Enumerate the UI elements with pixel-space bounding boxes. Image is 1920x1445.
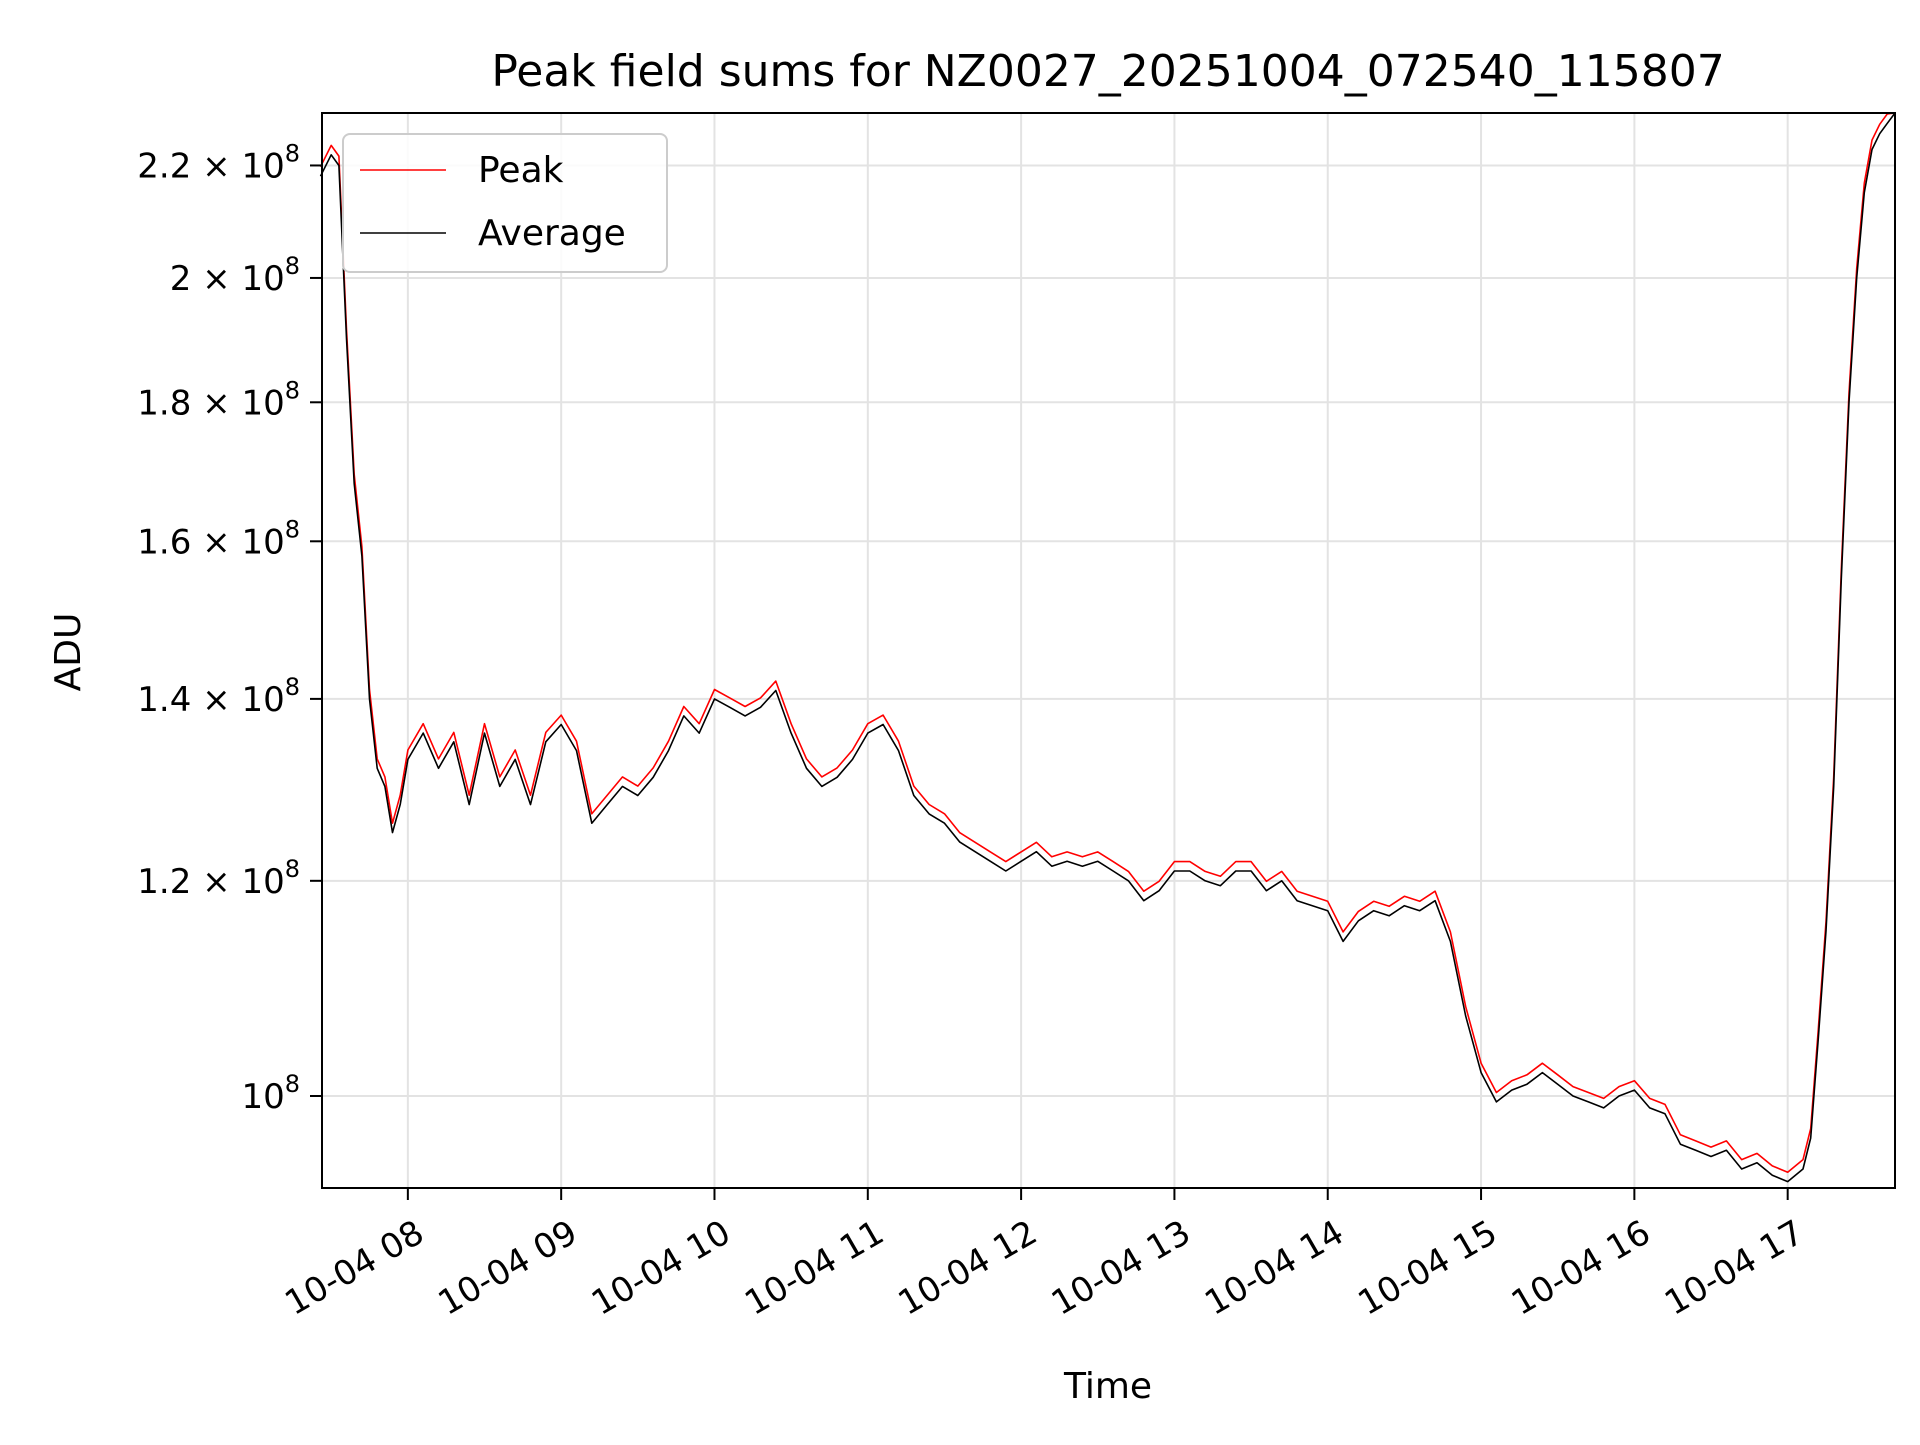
y-tick-exponent: 8 xyxy=(285,855,300,883)
legend-average-label: Average xyxy=(478,213,626,254)
y-tick-exponent: 8 xyxy=(285,252,300,280)
y-tick-mantissa: 2.2 xyxy=(137,146,191,186)
x-axis-label: Time xyxy=(1063,1366,1152,1407)
y-tick-exponent: 8 xyxy=(285,515,300,543)
y-tick-exponent: 8 xyxy=(285,139,300,167)
series-line-average xyxy=(319,112,1896,1183)
chart-title: Peak field sums for NZ0027_20251004_0725… xyxy=(491,46,1724,97)
y-tick-exponent: 8 xyxy=(285,1070,300,1098)
y-tick-mantissa: 2 xyxy=(170,259,192,299)
y-tick-base: 10 xyxy=(241,680,284,720)
y-axis-label: ADU xyxy=(48,613,89,692)
y-tick-base: 10 xyxy=(241,259,284,299)
legend-peak-label: Peak xyxy=(478,150,564,191)
legend: Peak Average xyxy=(342,133,668,273)
y-tick-base: 10 xyxy=(241,383,284,423)
y-tick-times: × xyxy=(191,259,241,299)
plot-frame xyxy=(321,112,1896,1189)
y-tick-times: × xyxy=(191,680,241,720)
series-layer xyxy=(319,112,1896,1183)
y-tick-times: × xyxy=(191,383,241,423)
y-tick-label: 2 × 108 xyxy=(170,252,300,299)
y-tick-mantissa: 1.6 xyxy=(137,522,191,562)
y-tick-base: 10 xyxy=(241,862,284,902)
grid xyxy=(322,113,1895,1188)
y-tick-base: 10 xyxy=(241,146,284,186)
y-tick-label: 1.4 × 108 xyxy=(137,673,300,720)
y-tick-label: 108 xyxy=(241,1070,300,1117)
y-tick-base: 10 xyxy=(241,522,284,562)
y-tick-times: × xyxy=(191,862,241,902)
series-line-peak xyxy=(319,112,1896,1173)
y-tick-times: × xyxy=(191,146,241,186)
y-tick-times: × xyxy=(191,522,241,562)
y-tick-label: 1.6 × 108 xyxy=(137,515,300,562)
y-tick-label: 2.2 × 108 xyxy=(137,139,300,186)
legend-box xyxy=(342,133,668,273)
y-tick-mantissa: 1.4 xyxy=(137,680,191,720)
y-tick-mantissa: 1.2 xyxy=(137,862,191,902)
y-tick-mantissa: 1.8 xyxy=(137,383,191,423)
y-tick-exponent: 8 xyxy=(285,376,300,404)
y-tick-label: 1.2 × 108 xyxy=(137,855,300,902)
y-tick-base: 10 xyxy=(241,1077,284,1117)
y-tick-label: 1.8 × 108 xyxy=(137,376,300,423)
y-tick-exponent: 8 xyxy=(285,673,300,701)
